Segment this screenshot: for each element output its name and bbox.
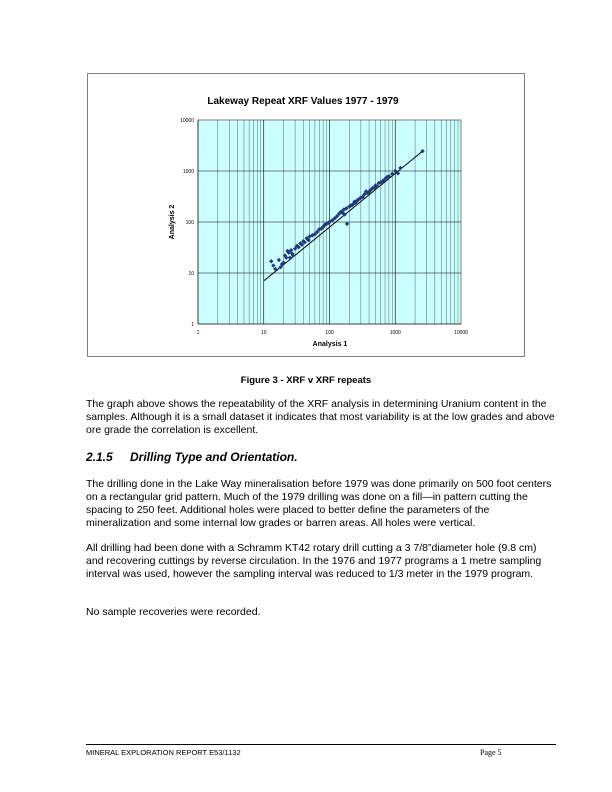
y-tick-label: 10 — [188, 271, 194, 277]
x-tick-label: 100 — [325, 330, 334, 336]
data-point — [374, 184, 380, 189]
data-point — [330, 218, 335, 223]
data-point — [390, 171, 395, 177]
y-tick-label: 1000 — [183, 169, 194, 175]
data-point — [312, 231, 318, 237]
data-point — [368, 188, 373, 193]
data-point — [306, 237, 311, 243]
data-point — [398, 165, 403, 171]
footer-rule — [86, 744, 556, 745]
data-point — [332, 216, 337, 221]
data-point — [324, 221, 329, 227]
data-point — [307, 234, 312, 239]
data-point — [344, 206, 349, 211]
data-point — [314, 229, 320, 235]
data-point — [342, 212, 347, 217]
data-point — [338, 209, 344, 214]
data-point — [290, 253, 296, 258]
x-tick-label: 10 — [261, 330, 267, 336]
data-point — [301, 239, 306, 244]
data-point — [286, 250, 291, 255]
data-point — [281, 260, 286, 265]
x-tick-label: 1000 — [390, 330, 401, 336]
data-point — [271, 263, 276, 268]
paragraph-recoveries: No sample recoveries were recorded. — [86, 606, 261, 618]
data-point — [278, 264, 283, 270]
data-point — [351, 201, 356, 207]
y-tick-label: 100 — [186, 220, 195, 226]
footer-page-number: Page 5 — [480, 748, 502, 757]
paragraph-drill-equipment: All drilling had been done with a Schram… — [86, 542, 542, 580]
data-point — [362, 192, 367, 197]
data-point — [299, 242, 305, 247]
data-point — [373, 183, 378, 188]
data-point — [344, 221, 350, 227]
data-point — [320, 224, 326, 230]
y-tick-label: 10000 — [180, 118, 194, 124]
data-point — [273, 266, 278, 272]
y-axis-label: Analysis 2 — [169, 205, 176, 240]
data-point — [276, 257, 282, 263]
data-point — [296, 245, 301, 250]
x-tick-label: 10000 — [454, 330, 468, 336]
paragraph-drilling-pattern: The drilling done in the Lake Way minera… — [86, 478, 552, 529]
figure-caption: Figure 3 - XRF v XRF repeats — [240, 375, 372, 386]
x-tick-label: 1 — [197, 330, 200, 336]
data-point — [319, 226, 324, 231]
data-point — [386, 174, 392, 179]
data-point — [269, 259, 274, 264]
chart-title: Lakeway Repeat XRF Values 1977 - 1979 — [207, 96, 399, 107]
data-point — [334, 213, 340, 219]
x-axis-label: Analysis 1 — [313, 341, 348, 348]
section-title: Drilling Type and Orientation. — [130, 450, 298, 464]
data-point — [302, 240, 307, 245]
data-point — [420, 148, 425, 154]
section-heading: 2.1.5 Drilling Type and Orientation. — [86, 450, 298, 464]
data-point — [360, 194, 365, 200]
data-point — [288, 247, 294, 253]
section-number: 2.1.5 — [86, 450, 113, 464]
paragraph-repeatability: The graph above shows the repeatability … — [86, 398, 555, 436]
data-point — [292, 246, 298, 251]
footer-report-title: MINERAL EXPLORATION REPORT E53/1132 — [86, 748, 241, 757]
data-point — [327, 219, 332, 225]
data-point — [395, 171, 401, 176]
y-tick-label: 1 — [191, 322, 194, 328]
